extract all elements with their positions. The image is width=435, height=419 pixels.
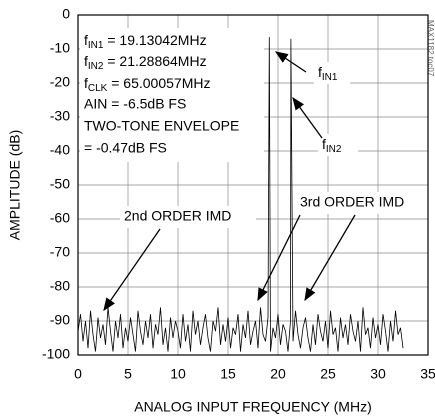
y-tick-label: -50 [50,176,70,192]
arrow [274,51,307,73]
label-bg [318,134,358,156]
label-bg [296,192,414,214]
annotation: fIN1 = 19.13042MHz [84,32,207,51]
x-tick-label: 15 [220,366,236,382]
y-tick-label: -80 [50,278,70,294]
annotation: = -0.47dB FS [84,140,167,156]
y-tick-label: -70 [50,244,70,260]
y-tick-label: -20 [50,74,70,90]
y-tick-label: -60 [50,210,70,226]
y-tick-label: -30 [50,108,70,124]
x-tick-label: 30 [370,366,386,382]
x-tick-label: 35 [420,366,435,382]
y-tick-label: -40 [50,142,70,158]
label-bg [120,206,256,228]
arrow [304,214,356,302]
y-tick-label: -10 [50,40,70,56]
annotation: fCLK = 65.00057MHz [84,75,210,94]
y-tick-label: 0 [62,6,70,22]
x-axis-label: ANALOG INPUT FREQUENCY (MHz) [134,399,372,415]
annotation: fIN2 [322,136,342,155]
arrow [257,214,301,302]
watermark: MAX1182 toc07 [426,20,435,77]
x-tick-label: 0 [74,366,82,382]
annotations: fIN1 = 19.13042MHz fIN2 = 21.28864MHz fC… [80,20,435,312]
annotation: fIN2 = 21.28864MHz [84,53,207,72]
y-axis-label: AMPLITUDE (dB) [7,130,23,240]
y-tick-label: -100 [42,346,70,362]
x-tick-label: 10 [170,366,186,382]
annotation: AIN = -6.5dB FS [84,96,186,112]
annotation: 2nd ORDER IMD [124,208,231,224]
annotation-box [80,28,264,162]
x-tick-label: 5 [124,366,132,382]
arrow [292,96,323,139]
x-tick-label: 20 [270,366,286,382]
y-tick-label: -90 [50,312,70,328]
annotation: 3rd ORDER IMD [300,194,404,210]
spectrum-line [77,37,404,352]
label-bg [314,62,350,84]
annotation: fIN1 [318,64,338,83]
x-tick-label: 25 [320,366,336,382]
annotation: TWO-TONE ENVELOPE [84,118,239,134]
arrow [103,228,161,312]
plot-border [77,14,429,356]
